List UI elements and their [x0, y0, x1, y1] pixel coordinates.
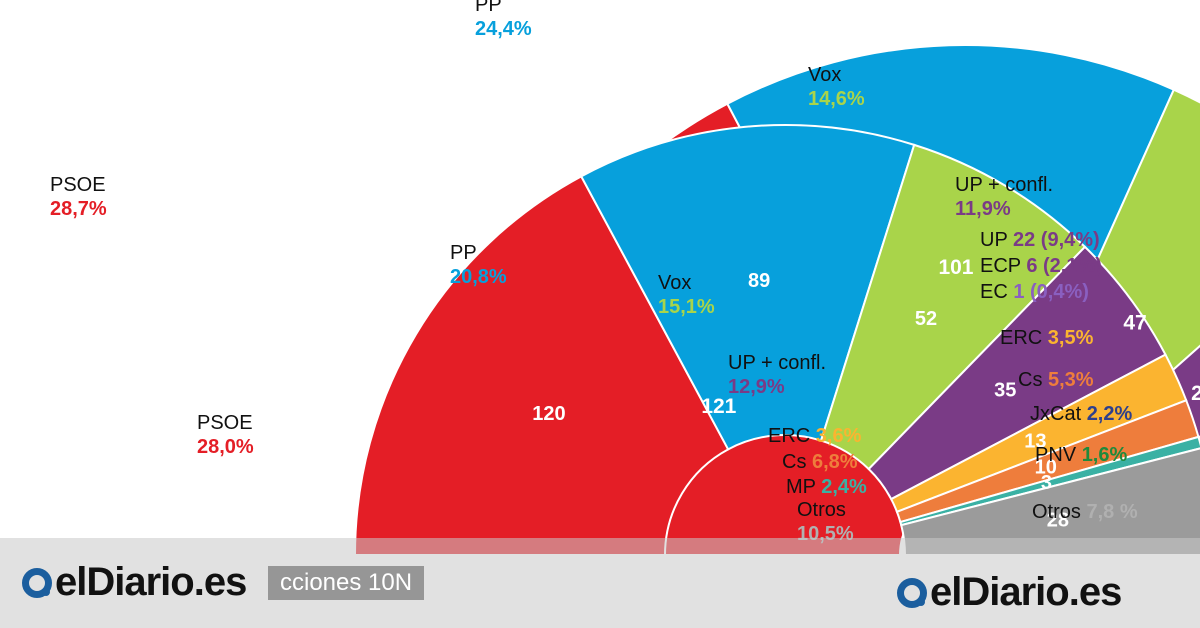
seats-outer-vox: 47: [1123, 312, 1146, 335]
label-outer-erc: ERC 3,5%: [1000, 327, 1094, 349]
label-outer-jxcat: JxCat 2,2%: [1030, 403, 1132, 425]
label-outer-vox-name: Vox: [808, 64, 841, 86]
label-inner-cs-pct: 6,8%: [812, 451, 858, 473]
seats-outer-psoe: 121: [701, 395, 736, 418]
label-outer-erc-name: ERC: [1000, 327, 1048, 349]
seats-inner-otros: 28: [1047, 510, 1069, 532]
brand-logo-left[interactable]: elDiario.es: [22, 560, 247, 605]
label-inner-up-confl-name: UP + confl.: [728, 352, 826, 374]
source-caption: cciones 10N: [268, 566, 425, 600]
breakdown-ecp: ECP 6 (2,1%): [980, 255, 1102, 277]
label-outer-jxcat-name: JxCat: [1030, 403, 1087, 425]
label-outer-psoe-name: PSOE: [50, 174, 106, 196]
label-outer-pnv: PNV 1,6%: [1035, 444, 1127, 466]
arc-inner-vox: [819, 143, 1087, 471]
label-outer-up-confl-pct: 11,9%: [955, 198, 1011, 220]
seats-inner-erc: 13: [1024, 430, 1046, 452]
label-outer-pnv-name: PNV: [1035, 444, 1082, 466]
label-inner-up-confl-pct: 12,9%: [728, 376, 785, 398]
label-outer-cs-name: Cs: [1018, 369, 1048, 391]
label-inner-vox-name: Vox: [658, 272, 691, 294]
label-outer-pp-pct: 24,4%: [475, 18, 532, 40]
arc-inner-psoe: [353, 174, 730, 556]
label-inner-pp-name: PP: [450, 242, 477, 264]
breakdown-ec: EC 1 (0,4%): [980, 281, 1089, 303]
seats-inner-pp: 89: [748, 270, 770, 292]
label-outer-pp-name: PP: [475, 0, 502, 16]
seat-arcs: [353, 44, 1200, 556]
label-inner-erc-pct: 3,6%: [816, 425, 862, 447]
label-outer-cs-pct: 5,3%: [1048, 369, 1094, 391]
label-inner-cs-name: Cs: [782, 451, 812, 473]
label-inner-psoe-name: PSOE: [197, 412, 253, 434]
label-inner-otros-name: Otros: [797, 499, 846, 521]
label-outer-jxcat-pct: 2,2%: [1087, 403, 1133, 425]
label-inner-vox-pct: 15,1%: [658, 296, 715, 318]
brand-logo-right[interactable]: elDiario.es: [897, 570, 1122, 615]
seats-inner-up-confl: 35: [994, 379, 1016, 401]
brand-o-icon: [22, 568, 52, 598]
label-inner-mp-name: MP: [786, 476, 821, 498]
brand-name-left: elDiario.es: [55, 560, 247, 604]
label-outer-vox-pct: 14,6%: [808, 88, 865, 110]
breakdown-up: UP 22 (9,4%): [980, 229, 1100, 251]
label-inner-mp-pct: 2,4%: [821, 476, 867, 498]
seats-inner-vox: 52: [915, 308, 937, 330]
label-inner-erc-name: ERC: [768, 425, 816, 447]
label-outer-pnv-pct: 1,6%: [1082, 444, 1128, 466]
label-outer-otros-name: Otros: [1032, 501, 1086, 523]
label-outer-otros: Otros 7,8 %: [1032, 501, 1138, 523]
label-outer-up-confl-name: UP + confl.: [955, 174, 1053, 196]
label-inner-psoe-pct: 28,0%: [197, 436, 254, 458]
label-inner-mp: MP 2,4%: [786, 476, 867, 498]
footer-band: [0, 538, 1200, 628]
seats-outer-up-confl: 29: [1191, 382, 1200, 405]
label-outer-erc-pct: 3,5%: [1048, 327, 1094, 349]
label-outer-cs: Cs 5,3%: [1018, 369, 1094, 391]
label-inner-cs: Cs 6,8%: [782, 451, 858, 473]
arc-inner-pp: [579, 124, 916, 451]
seats-outer-pp: 101: [938, 256, 973, 279]
seats-inner-psoe: 120: [532, 403, 565, 425]
label-inner-pp-pct: 20,8%: [450, 266, 507, 288]
seats-inner-cs: 10: [1035, 457, 1057, 479]
label-inner-erc: ERC 3,6%: [768, 425, 862, 447]
label-outer-otros-pct: 7,8 %: [1086, 501, 1137, 523]
arc-inner-otros: [900, 447, 1200, 556]
brand-name-right: elDiario.es: [930, 570, 1122, 614]
seats-inner-mp: 3: [1041, 472, 1052, 494]
seat-count-labels: 121101472913786181208952351310328: [532, 256, 1200, 532]
brand-o-icon: [897, 578, 927, 608]
label-outer-psoe-pct: 28,7%: [50, 198, 107, 220]
